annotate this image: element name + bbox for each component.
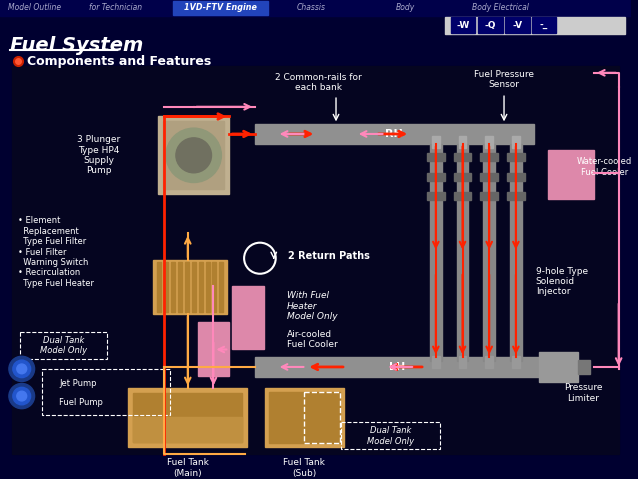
Bar [478,17,503,33]
Bar [432,356,440,368]
Bar [12,66,619,454]
Bar [507,153,525,161]
Text: 9-hole Type
Solenoid
Injector: 9-hole Type Solenoid Injector [536,267,588,297]
Circle shape [13,388,31,405]
Circle shape [176,138,211,173]
Text: -_: -_ [540,21,548,30]
Bar [512,136,520,148]
Text: Fuel Pump: Fuel Pump [59,399,103,407]
Text: Pressure
Limiter: Pressure Limiter [564,384,602,403]
Bar [255,124,533,144]
Bar [198,322,229,376]
Text: Chassis: Chassis [297,3,325,12]
Text: -W: -W [456,21,470,30]
Bar [0,0,630,15]
Bar [486,356,493,368]
Text: Air-cooled
Fuel Cooler: Air-cooled Fuel Cooler [286,330,338,350]
Bar [483,144,495,361]
Bar [171,262,175,312]
Bar [427,153,445,161]
Text: 2 Return Paths: 2 Return Paths [288,251,369,261]
Bar [538,353,578,381]
Bar [192,262,196,312]
Bar [219,262,223,312]
Text: Dual Tank
Model Only: Dual Tank Model Only [367,426,414,445]
Bar [20,332,107,359]
Bar [269,392,340,443]
Bar [480,173,498,181]
Bar [205,262,209,312]
Circle shape [9,384,34,409]
Text: RH: RH [385,129,403,139]
Bar [459,356,466,368]
Text: Fuel Pressure
Sensor: Fuel Pressure Sensor [474,70,534,89]
Bar [41,369,170,415]
Text: Body Electrical: Body Electrical [472,3,530,12]
Bar [512,356,520,368]
Bar [507,192,525,200]
Bar [450,17,475,33]
Bar [510,144,522,361]
Bar [198,262,203,312]
Bar [304,392,340,443]
Bar [232,286,264,350]
Bar [157,262,161,312]
Text: Model Outline: Model Outline [8,3,61,12]
Bar [133,417,242,442]
Text: Fuel Tank
(Sub): Fuel Tank (Sub) [283,458,325,478]
Bar [480,192,498,200]
Bar [457,144,468,361]
Bar [454,153,471,161]
Text: Components and Features: Components and Features [27,55,211,68]
Text: LH: LH [389,362,405,372]
Bar [427,173,445,181]
Text: Water-cooled
Fuel Cooler: Water-cooled Fuel Cooler [577,157,632,177]
Bar [486,136,493,148]
Bar [133,393,242,442]
Bar [505,17,530,33]
Bar [173,1,268,14]
Text: 2 Common-rails for
each bank: 2 Common-rails for each bank [275,73,362,92]
Bar [549,150,594,199]
Text: With Fuel
Heater
Model Only: With Fuel Heater Model Only [286,291,338,321]
Bar [178,262,182,312]
Bar [128,388,247,446]
Bar [163,121,225,189]
Bar [158,116,229,194]
Text: Fuel Tank
(Main): Fuel Tank (Main) [167,458,209,478]
Bar [578,360,590,374]
Circle shape [17,391,27,401]
Bar [507,173,525,181]
Text: 1VD-FTV Engine: 1VD-FTV Engine [184,3,257,12]
Bar [480,153,498,161]
Circle shape [17,364,27,374]
Bar [185,262,189,312]
Bar [459,136,466,148]
Bar [164,262,168,312]
Text: Dual Tank
Model Only: Dual Tank Model Only [40,336,87,355]
Bar [265,388,344,446]
Circle shape [13,360,31,377]
Text: 3 Plunger
Type HP4
Supply
Pump: 3 Plunger Type HP4 Supply Pump [77,135,121,175]
Circle shape [166,128,221,182]
Bar [153,260,227,314]
Bar [430,144,441,361]
Text: Jet Pump: Jet Pump [59,379,97,388]
Text: for Technician: for Technician [89,3,142,12]
Bar [531,17,556,33]
Text: -V: -V [512,21,523,30]
Bar [255,357,538,376]
Bar [212,262,216,312]
Text: Fuel System: Fuel System [10,36,144,55]
Bar [454,192,471,200]
Bar [341,422,440,449]
Bar [445,16,625,34]
Text: • Element
  Replacement
  Type Fuel Filter
• Fuel Filter
  Warning Switch
• Reci: • Element Replacement Type Fuel Filter •… [18,217,94,288]
Bar [454,173,471,181]
Text: -Q: -Q [485,21,496,30]
Bar [427,192,445,200]
Bar [432,136,440,148]
Text: Body: Body [396,3,415,12]
Circle shape [9,356,34,381]
